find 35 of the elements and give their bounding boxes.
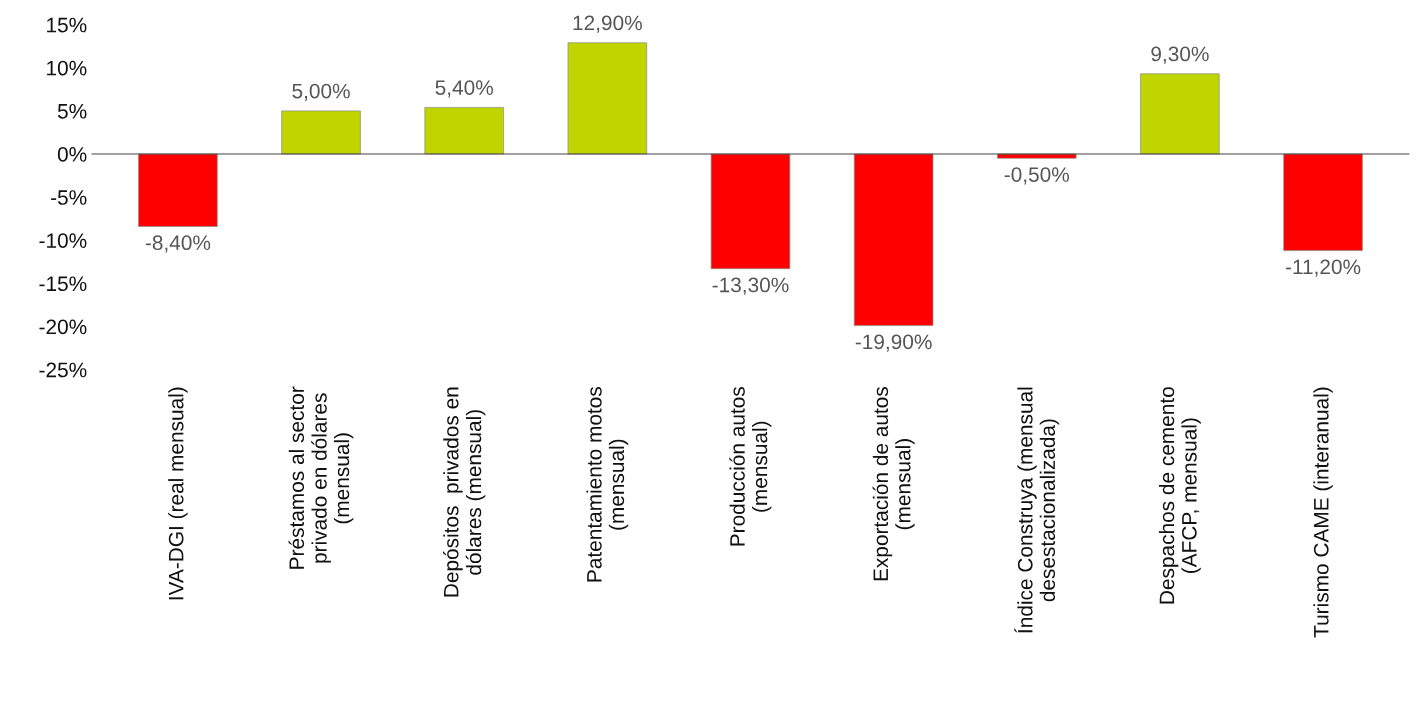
bar	[138, 153, 218, 227]
x-tick-label: Despachos de cemento (AFCP, mensual)	[1158, 387, 1201, 604]
bar	[1283, 153, 1363, 251]
data-label: 12,90%	[573, 15, 642, 33]
y-tick-label: -5%	[51, 190, 87, 205]
x-tick-label: Depósitos privados en dólares (mensual)	[443, 387, 486, 597]
y-tick-label: 10%	[47, 60, 87, 76]
bar	[853, 153, 934, 326]
y-tick-label: -25%	[39, 362, 87, 378]
data-label: -8,40%	[145, 235, 211, 253]
x-tick-label: Exportación de autos (mensual)	[872, 387, 915, 581]
x-tick-label: Turismo CAME (interanual)	[1313, 387, 1333, 638]
bar	[424, 107, 504, 155]
x-tick-label: Producción autos (mensual)	[729, 387, 772, 546]
data-label: -13,30%	[712, 277, 789, 295]
bar	[281, 110, 361, 155]
bar	[567, 42, 648, 155]
data-label: -0,50%	[1004, 167, 1070, 185]
bar	[710, 153, 791, 270]
x-tick-label: Patentamiento motos (mensual)	[586, 387, 629, 582]
data-label: -11,20%	[1285, 259, 1361, 277]
y-tick-label: -10%	[39, 233, 87, 248]
y-tick-label: 0%	[57, 147, 87, 162]
y-tick-label: 15%	[47, 17, 87, 33]
y-tick-label: -20%	[39, 319, 87, 335]
x-tick-label: Préstamos al sector privado en dólares (mensual)	[288, 386, 354, 569]
data-label: 5,40%	[435, 80, 493, 98]
data-label: 9,30%	[1151, 46, 1209, 64]
x-tick-label: Índice Construya (mensual desestacionalizada)	[1014, 387, 1060, 633]
data-label: 5,00%	[292, 83, 350, 101]
y-tick-label: -15%	[39, 276, 87, 292]
bar	[1140, 73, 1220, 155]
x-tick-label: IVA-DGI (real mensual)	[168, 387, 188, 600]
data-label: -19,90%	[855, 334, 932, 352]
y-tick-label: 5%	[57, 103, 87, 119]
